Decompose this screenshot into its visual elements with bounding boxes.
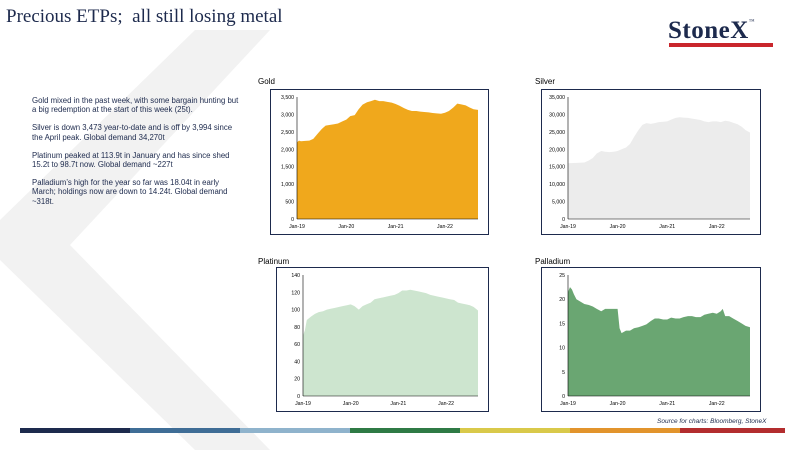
x-tick-label: Jan-22 [709,224,725,230]
y-tick-label: 15,000 [549,165,565,171]
y-tick-label: 3,500 [281,95,294,101]
x-tick-label: Jan-22 [709,401,725,407]
y-tick-label: 120 [291,290,300,296]
area-series [297,99,478,219]
y-tick-label: 25 [559,273,565,279]
y-tick-label: 60 [294,342,300,348]
y-tick-label: 30,000 [549,112,565,118]
x-tick-label: Jan-19 [295,401,311,407]
y-tick-label: 10 [559,346,565,352]
commentary-text: Gold mixed in the past week, with some b… [32,96,242,215]
x-tick-label: Jan-19 [560,224,576,230]
gold-chart: 0 500 1,000 1,500 2,000 2,500 3,000 3,500 Jan-19… [270,89,489,235]
logo-underline [669,43,773,47]
commentary-silver: Silver is down 3,473 year-to-date and is… [32,123,233,142]
y-tick-label: 0 [297,394,300,400]
x-tick-label: Jan-22 [437,224,453,230]
gold-chart-title: Gold [258,77,275,86]
y-tick-label: 2,500 [281,130,294,136]
x-tick-label: Jan-20 [610,224,626,230]
footer-stripe-lightblue [240,428,350,433]
commentary-palladium: Palladium’s high for the year so far was… [32,178,228,206]
logo-trademark: ™ [748,19,756,25]
x-tick-label: Jan-21 [388,224,404,230]
y-tick-label: 0 [562,394,565,400]
x-tick-label: Jan-21 [659,401,675,407]
y-tick-label: 140 [291,273,300,279]
silver-chart: 0 5,000 10,000 15,000 20,000 25,000 30,000 35,0… [541,89,761,235]
source-note: Source for charts: Bloomberg, StoneX [657,418,767,425]
silver-chart-title: Silver [535,77,556,86]
commentary-gold: Gold mixed in the past week, with some b… [32,96,239,115]
x-tick-label: Jan-20 [338,224,354,230]
y-tick-label: 3,000 [281,112,294,118]
x-tick-label: Jan-20 [610,401,626,407]
x-tick-label: Jan-22 [438,401,454,407]
palladium-chart-title: Palladium [535,257,571,266]
chart-svg: 0 20 40 60 80 100 120 140 Jan-19 Jan-20 Jan-21 Jan-… [291,273,478,407]
stonex-logo: StoneX™ [668,17,755,45]
y-tick-label: 0 [562,217,565,223]
footer-stripe-blue [130,428,240,433]
y-tick-label: 20,000 [549,147,565,153]
y-tick-label: 80 [294,325,300,331]
platinum-chart: 0 20 40 60 80 100 120 140 Jan-19 Jan-20 Jan-21 Jan-… [276,267,489,412]
chart-svg: 0 500 1,000 1,500 2,000 2,500 3,000 3,500 Jan-19… [281,95,478,230]
chart-svg: 0 5,000 10,000 15,000 20,000 25,000 30,000 35,0… [549,95,750,230]
logo-text: StoneX [668,17,749,44]
y-tick-label: 20 [559,297,565,303]
x-tick-label: Jan-21 [390,401,406,407]
y-tick-label: 10,000 [549,182,565,188]
y-tick-label: 500 [285,200,294,206]
platinum-chart-title: Platinum [258,257,290,266]
chart-svg: 0 5 10 15 20 25 Jan-19 Jan-20 Jan-21 Jan-22 [559,273,750,407]
y-tick-label: 25,000 [549,130,565,136]
y-tick-label: 35,000 [549,95,565,101]
y-tick-label: 5,000 [552,200,565,206]
footer-stripe-navy [20,428,130,433]
y-tick-label: 1,500 [281,165,294,171]
y-tick-label: 20 [294,377,300,383]
footer-stripe-orange [570,428,680,433]
x-tick-label: Jan-19 [560,401,576,407]
page-title: Precious ETPs; all still losing metal [6,6,283,27]
footer-stripe-yellow [460,428,570,433]
y-tick-label: 5 [562,370,565,376]
commentary-platinum: Platinum peaked at 113.9t in January and… [32,150,230,170]
x-tick-label: Jan-20 [343,401,359,407]
area-series [568,117,750,219]
x-tick-label: Jan-19 [289,224,305,230]
y-tick-label: 100 [291,308,300,314]
x-tick-label: Jan-21 [659,224,675,230]
footer-stripe-red [680,428,785,433]
y-tick-label: 0 [291,217,294,223]
y-tick-label: 40 [294,359,300,365]
y-tick-label: 2,000 [281,147,294,153]
y-tick-label: 1,000 [281,182,294,188]
palladium-chart: 0 5 10 15 20 25 Jan-19 Jan-20 Jan-21 Jan-22 [541,267,761,412]
area-series [568,287,750,396]
footer-stripe-green [350,428,460,433]
y-tick-label: 15 [559,321,565,327]
area-series [303,289,478,396]
